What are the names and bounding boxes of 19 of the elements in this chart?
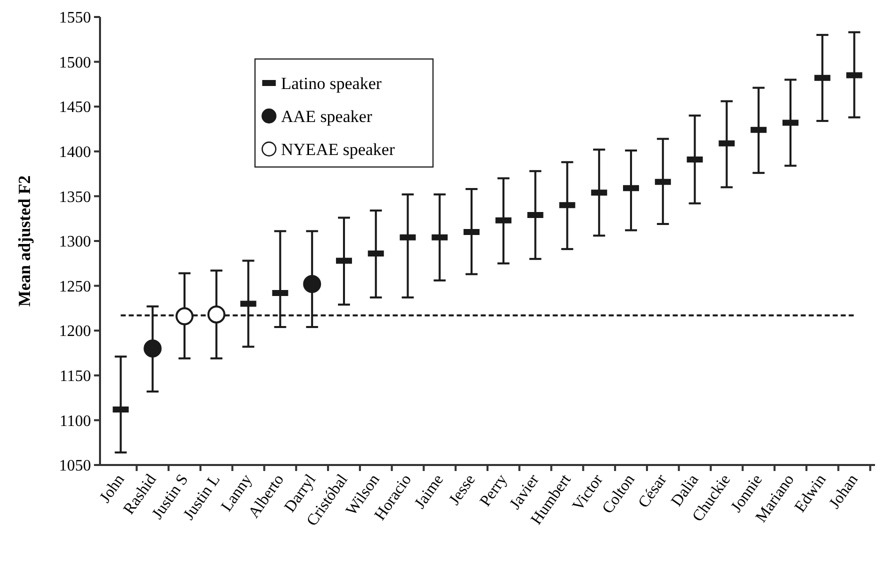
point [207,305,226,324]
y-tick-label: 1200 [59,323,91,340]
y-tick-label: 1400 [59,144,91,161]
y-tick-label: 1050 [59,458,91,475]
legend-label: Latino speaker [281,74,382,93]
y-tick-label: 1250 [59,278,91,296]
y-tick-label: 1550 [59,10,91,27]
y-tick-label: 1150 [60,368,91,385]
legend-label: NYEAE speaker [281,140,396,159]
point [303,275,322,294]
legend-label: AAE speaker [281,106,372,126]
y-tick-label: 1100 [60,412,91,430]
y-tick-label: 1450 [59,99,91,116]
point [176,307,194,326]
y-tick-label: 1350 [59,188,91,206]
point [144,340,162,358]
y-tick-label: 1300 [59,234,91,251]
y-axis-title: Mean adjusted F2 [15,175,34,307]
y-tick-label: 1500 [59,54,91,72]
